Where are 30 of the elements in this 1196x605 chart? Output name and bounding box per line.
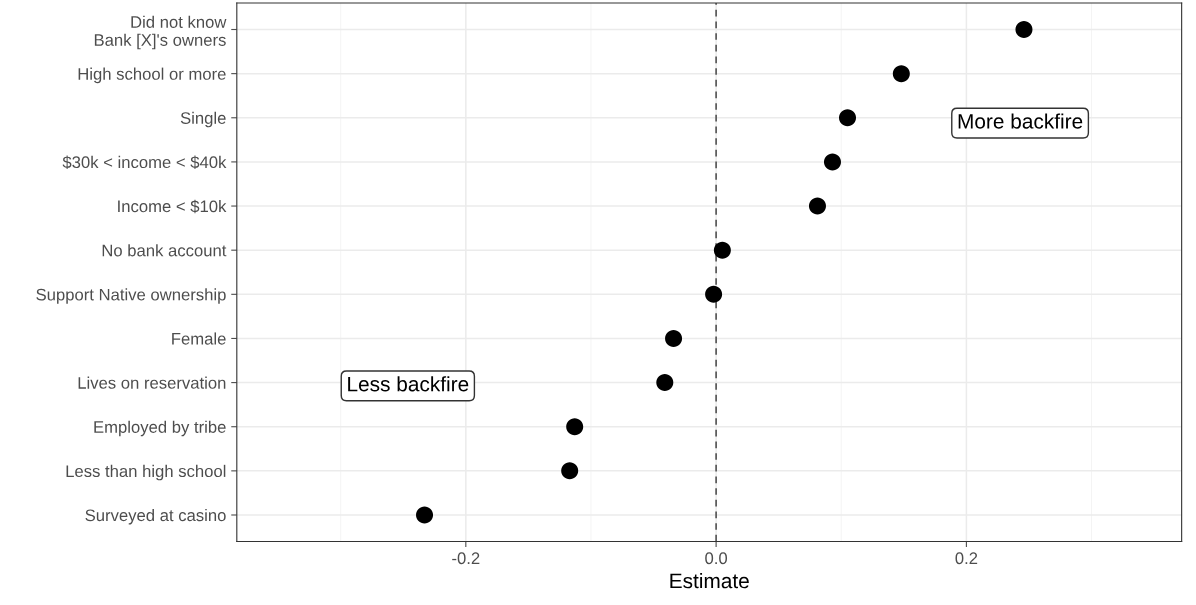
x-tick-label: -0.2 (452, 552, 480, 565)
x-tick-label: 0.0 (705, 552, 728, 565)
point (1015, 21, 1033, 39)
y-tick-label: Less than high school (66, 464, 226, 481)
y-tick-label: Employed by tribe (94, 420, 226, 437)
point (823, 153, 841, 171)
point (713, 241, 731, 259)
y-tick-label: Female (172, 332, 226, 345)
y-tick-label: No bank account (102, 244, 227, 257)
point (561, 462, 579, 480)
y-tick-label: $30k < income < $40k (62, 155, 227, 170)
x-axis-title: Estimate (670, 572, 749, 589)
x-tick-label: 0.2 (955, 552, 978, 565)
annotation: Less backfire (348, 376, 469, 392)
y-tick-label: Did not know Bank [X]'s owners (94, 15, 227, 50)
y-tick-label: Lives on reservation (78, 376, 226, 389)
point (892, 65, 910, 83)
point (705, 285, 723, 303)
y-tick-label: Single (180, 111, 226, 128)
y-tick-label: High school or more (78, 67, 226, 84)
point (656, 374, 674, 392)
point (839, 109, 857, 127)
point (665, 329, 683, 347)
point (416, 506, 434, 524)
y-tick-label: Surveyed at casino (85, 508, 226, 525)
point (566, 418, 584, 436)
point (808, 197, 826, 215)
annotation: More backfire (958, 113, 1083, 129)
y-tick-label: Income < $10k (118, 199, 227, 214)
y-tick-label: Support Native ownership (36, 288, 226, 304)
